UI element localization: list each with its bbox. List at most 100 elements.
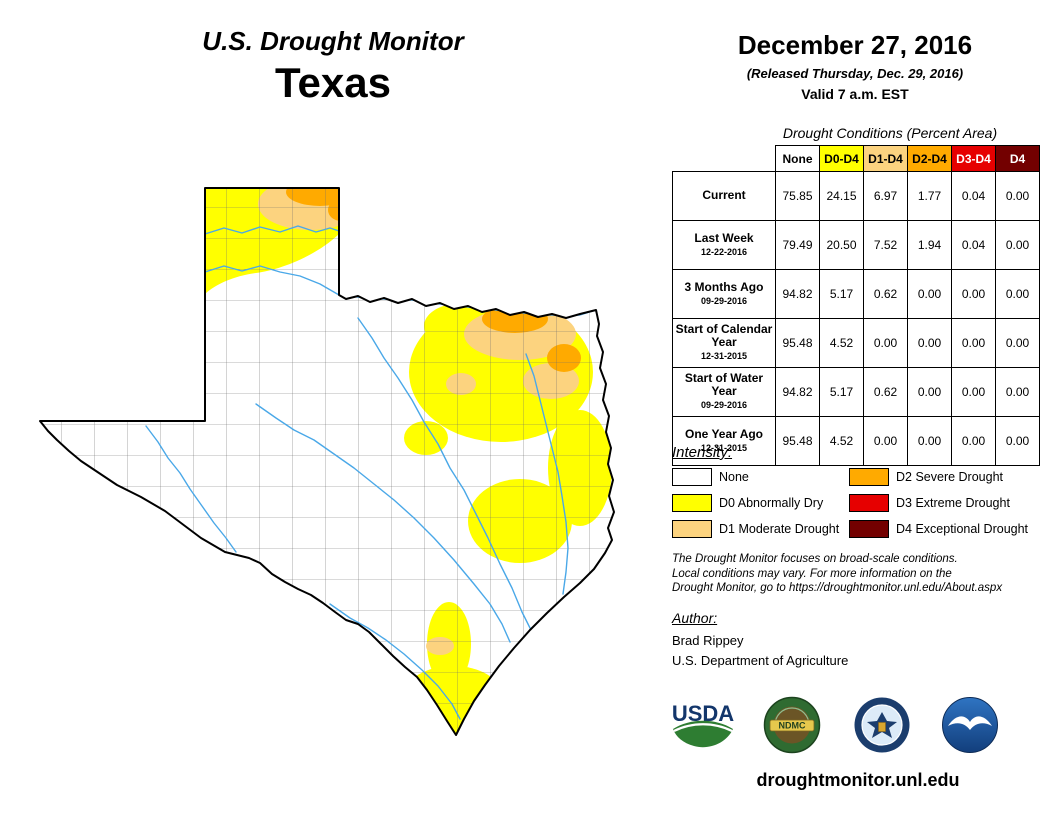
- pecos-river: [145, 425, 237, 553]
- released-date: (Released Thursday, Dec. 29, 2016): [746, 66, 964, 81]
- cell-value: 4.52: [819, 416, 864, 466]
- legend-item: D0 Abnormally Dry: [672, 494, 839, 512]
- legend-label: D1 Moderate Drought: [719, 522, 840, 536]
- none-swatch-icon: [672, 468, 712, 486]
- col-header-d4: D4: [995, 145, 1040, 172]
- d4-swatch-icon: [849, 520, 889, 538]
- cell-value: 0.62: [863, 367, 908, 417]
- colorado-river: [255, 403, 511, 643]
- row-sub-date: 12-22-2016: [700, 246, 748, 257]
- monitor-title: U.S. Drought Monitor: [202, 26, 464, 56]
- cell-value: 0.00: [951, 318, 996, 368]
- cell-value: 0.00: [863, 318, 908, 368]
- trinity-river: [525, 353, 569, 595]
- cell-value: 0.00: [995, 171, 1040, 221]
- usda-swoosh-icon: [673, 720, 733, 748]
- title-block: U.S. Drought Monitor Texas: [133, 26, 533, 107]
- valid-time: Valid 7 a.m. EST: [801, 86, 909, 102]
- nueces-river: [329, 603, 461, 720]
- d3-swatch-icon: [849, 494, 889, 512]
- cell-value: 1.77: [907, 171, 952, 221]
- row-sub-date: 12-31-2015: [700, 351, 748, 361]
- legend-column-right: D2 Severe Drought D3 Extreme Drought D4 …: [849, 468, 1028, 538]
- cell-value: 0.04: [951, 171, 996, 221]
- cell-value: 0.00: [995, 367, 1040, 417]
- legend-item: D1 Moderate Drought: [672, 520, 839, 538]
- usda-logo: USDA: [672, 701, 734, 748]
- author-org: U.S. Department of Agriculture: [672, 653, 849, 668]
- cell-value: 75.85: [775, 171, 820, 221]
- table-row: Current 75.85 24.15 6.97 1.77 0.04 0.00: [672, 171, 1040, 221]
- table-header-row: None D0-D4 D1-D4 D2-D4 D3-D4 D4: [672, 145, 1040, 172]
- legend-label: D3 Extreme Drought: [896, 496, 1010, 510]
- legend-item: D4 Exceptional Drought: [849, 520, 1028, 538]
- ndmc-logo: NDMC: [763, 696, 821, 754]
- table-corner-cell: [672, 145, 776, 172]
- col-header-none: None: [775, 145, 820, 172]
- legend-item: D2 Severe Drought: [849, 468, 1028, 486]
- cell-value: 0.00: [995, 220, 1040, 270]
- cell-value: 1.94: [907, 220, 952, 270]
- texas-drought-map: [39, 187, 615, 736]
- author-name: Brad Rippey: [672, 633, 744, 648]
- row-sub-date: 12-31-2015: [700, 442, 748, 453]
- table-row: Start of Calendar Year 12-31-2015 95.48 4…: [672, 318, 1040, 368]
- cell-value: 95.48: [775, 318, 820, 368]
- disclaimer-line: Local conditions may vary. For more info…: [672, 567, 952, 580]
- legend-label: D0 Abnormally Dry: [719, 496, 824, 510]
- cell-value: 0.00: [995, 269, 1040, 319]
- cell-value: 20.50: [819, 220, 864, 270]
- canadian-river: [204, 225, 340, 235]
- drought-conditions-table: None D0-D4 D1-D4 D2-D4 D3-D4 D4 Current …: [672, 145, 1040, 466]
- table-row: One Year Ago 12-31-2015 95.48 4.52 0.00 0…: [672, 416, 1040, 466]
- noaa-logo: [942, 697, 998, 753]
- cell-value: 0.00: [907, 269, 952, 319]
- cell-value: 0.00: [951, 416, 996, 466]
- cell-value: 0.00: [995, 318, 1040, 368]
- row-label: Last Week: [694, 230, 754, 245]
- disclaimer-text: The Drought Monitor focuses on broad-sca…: [672, 552, 1054, 596]
- cell-value: 0.00: [907, 318, 952, 368]
- cell-value: 0.00: [951, 269, 996, 319]
- cell-value: 0.00: [951, 367, 996, 417]
- row-label: Start of Water Year: [684, 371, 764, 398]
- table-row: Last Week 12-22-2016 79.49 20.50 7.52 1.9…: [672, 220, 1040, 270]
- ndmc-logo-text: NDMC: [779, 721, 806, 731]
- col-header-d0d4: D0-D4: [819, 145, 864, 172]
- cell-value: 0.00: [995, 416, 1040, 466]
- legend-item: D3 Extreme Drought: [849, 494, 1028, 512]
- cell-value: 0.00: [907, 416, 952, 466]
- legend-item: None: [672, 468, 839, 486]
- d0-swatch-icon: [672, 494, 712, 512]
- col-header-d3d4: D3-D4: [951, 145, 996, 172]
- cell-value: 0.00: [863, 416, 908, 466]
- legend-label: D4 Exceptional Drought: [896, 522, 1029, 536]
- table-row: Start of Water Year 09-29-2016 94.82 5.17…: [672, 367, 1040, 417]
- cell-value: 24.15: [819, 171, 864, 221]
- author-heading: Author:: [672, 610, 718, 626]
- cell-value: 5.17: [819, 367, 864, 417]
- table-row: 3 Months Ago 09-29-2016 94.82 5.17 0.62 0…: [672, 269, 1040, 319]
- row-sub-date: 09-29-2016: [700, 400, 748, 410]
- cell-value: 6.97: [863, 171, 908, 221]
- texas-outline: [39, 187, 615, 736]
- row-label: Start of Calendar Year: [675, 322, 773, 349]
- legend-label: None: [719, 470, 749, 484]
- disclaimer-line: Drought Monitor, go to https://droughtmo…: [672, 582, 1003, 594]
- cell-value: 79.49: [775, 220, 820, 270]
- disclaimer-line: The Drought Monitor focuses on broad-sca…: [672, 553, 958, 565]
- cell-value: 0.00: [907, 367, 952, 417]
- table-title: Drought Conditions (Percent Area): [782, 125, 998, 141]
- cell-value: 0.62: [863, 269, 908, 319]
- col-header-d2d4: D2-D4: [907, 145, 952, 172]
- region-title: Texas: [275, 59, 391, 106]
- commerce-seal-logo: [854, 697, 910, 753]
- row-label: One Year Ago: [684, 426, 764, 441]
- site-url: droughtmonitor.unl.edu: [756, 770, 960, 790]
- date-block: December 27, 2016 (Released Thursday, De…: [690, 30, 1020, 102]
- cell-value: 4.52: [819, 318, 864, 368]
- row-label: Current: [702, 188, 746, 202]
- d1-swatch-icon: [672, 520, 712, 538]
- noaa-gull-icon: [948, 716, 992, 730]
